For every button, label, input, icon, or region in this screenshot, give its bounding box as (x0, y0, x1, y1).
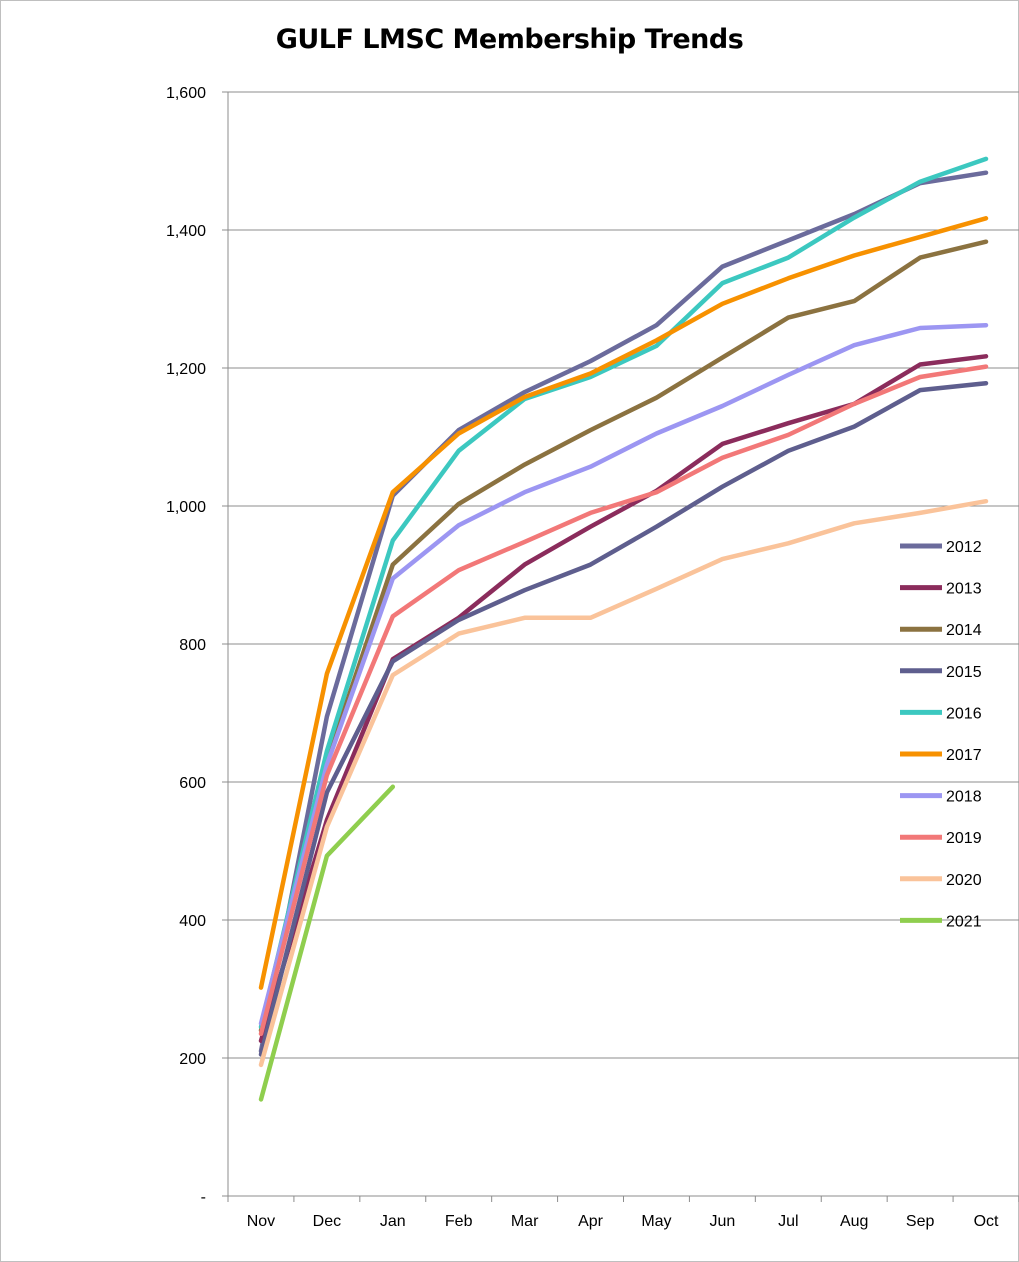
y-tick-label: 1,400 (166, 223, 206, 240)
series-line-2015 (258, 380, 989, 1057)
y-axis-tick-labels: - 200 400 600 800 1,000 1,200 1,400 1,600 (166, 85, 206, 1206)
x-tick-label: Aug (840, 1213, 868, 1230)
y-tick-label: 1,600 (166, 85, 206, 102)
series-line-2018 (258, 322, 989, 1026)
x-axis-tick-labels: Nov Dec Jan Feb Mar Apr May Jun Jul Aug Sep Oct (247, 1213, 999, 1230)
y-tick-label: 400 (179, 913, 206, 930)
y-tick-label: 200 (179, 1051, 206, 1068)
x-tick-label: Mar (511, 1213, 539, 1230)
y-tick-label: - (201, 1189, 206, 1206)
x-tick-label: Sep (906, 1213, 935, 1230)
legend-label-2017: 2017 (946, 747, 982, 764)
series-lines (258, 156, 989, 1102)
x-tick-label: Jun (709, 1213, 735, 1230)
y-tick-label: 600 (179, 775, 206, 792)
series-line-2012 (258, 170, 989, 1054)
legend-label-2018: 2018 (946, 789, 982, 806)
legend-label-2016: 2016 (946, 705, 982, 722)
series-line-2014 (258, 239, 989, 1033)
y-tick-label: 800 (179, 637, 206, 654)
legend-label-2020: 2020 (946, 872, 982, 889)
legend-label-2015: 2015 (946, 664, 982, 681)
series-line-2021 (258, 784, 396, 1102)
series-line-2017 (258, 216, 989, 990)
x-tick-label: Nov (247, 1213, 275, 1230)
axes (222, 91, 1019, 1202)
y-tick-label: 1,200 (166, 361, 206, 378)
legend-label-2013: 2013 (946, 581, 982, 598)
series-line-2020 (258, 498, 989, 1068)
legend-label-2021: 2021 (946, 913, 982, 930)
series-line-2013 (258, 354, 989, 1044)
x-tick-label: Jan (380, 1213, 406, 1230)
y-tick-label: 1,000 (166, 499, 206, 516)
legend: 2012 2013 2014 2015 2016 2017 2018 2019 2020 2021 (900, 539, 982, 930)
legend-label-2019: 2019 (946, 830, 982, 847)
legend-label-2012: 2012 (946, 539, 982, 556)
gridlines (228, 91, 1019, 1059)
x-tick-label: Dec (313, 1213, 341, 1230)
x-tick-label: Feb (445, 1213, 473, 1230)
legend-label-2014: 2014 (946, 622, 982, 639)
chart-title: GULF LMSC Membership Trends (275, 24, 744, 55)
x-tick-label: May (641, 1213, 671, 1230)
x-tick-label: Jul (778, 1213, 798, 1230)
series-line-2019 (258, 364, 989, 1037)
series-line-2016 (258, 156, 989, 1030)
x-tick-label: Oct (974, 1213, 999, 1230)
x-tick-label: Apr (578, 1213, 604, 1230)
